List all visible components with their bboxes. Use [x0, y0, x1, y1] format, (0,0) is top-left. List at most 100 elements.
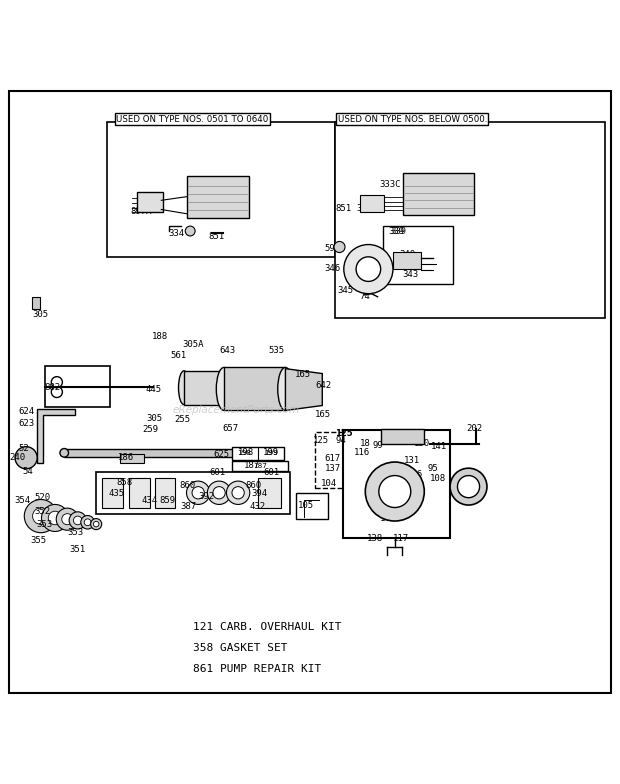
Circle shape	[226, 481, 250, 504]
Text: 202: 202	[467, 424, 483, 433]
Text: 130: 130	[414, 439, 430, 448]
Text: 98: 98	[385, 436, 396, 445]
Circle shape	[15, 447, 37, 469]
Text: 535: 535	[268, 346, 285, 354]
Text: 163: 163	[461, 482, 477, 491]
Circle shape	[51, 376, 63, 388]
Text: 601: 601	[210, 468, 226, 477]
Bar	[258, 478, 281, 507]
Text: USED ON TYPE NOS. 0501 TO 0640: USED ON TYPE NOS. 0501 TO 0640	[117, 114, 268, 124]
Text: 860: 860	[246, 481, 262, 490]
Circle shape	[60, 448, 69, 457]
Text: 851: 851	[336, 205, 352, 213]
Text: 392: 392	[199, 492, 215, 501]
Circle shape	[344, 245, 393, 294]
Text: 198: 198	[237, 451, 250, 456]
Text: 108: 108	[430, 474, 446, 483]
Circle shape	[187, 481, 210, 504]
Text: 117: 117	[393, 535, 409, 543]
Circle shape	[51, 387, 63, 397]
Circle shape	[73, 516, 82, 524]
Text: 334: 334	[356, 205, 372, 213]
Text: 136: 136	[385, 499, 401, 508]
Text: 860: 860	[179, 481, 195, 490]
Text: 137: 137	[325, 464, 341, 474]
Text: 355: 355	[30, 535, 46, 545]
Text: 54: 54	[22, 467, 33, 477]
Text: 255: 255	[174, 416, 190, 424]
Circle shape	[334, 241, 345, 252]
Text: 125: 125	[335, 429, 352, 437]
Bar	[335, 122, 605, 318]
Circle shape	[232, 487, 244, 499]
Text: 387: 387	[180, 502, 197, 511]
Bar	[120, 454, 144, 463]
Circle shape	[207, 481, 231, 504]
Bar	[404, 173, 474, 215]
Text: 259: 259	[142, 425, 158, 434]
Circle shape	[84, 519, 91, 525]
Bar	[107, 122, 335, 257]
Text: 187: 187	[244, 461, 260, 470]
Text: USED ON TYPE NOS. BELOW 0500.: USED ON TYPE NOS. BELOW 0500.	[338, 114, 487, 124]
Text: 657: 657	[222, 424, 238, 433]
Text: 199: 199	[264, 448, 280, 457]
Text: 99: 99	[373, 441, 383, 450]
Circle shape	[48, 511, 62, 524]
Bar	[187, 176, 249, 218]
Bar	[383, 226, 453, 285]
Bar	[343, 430, 450, 538]
Circle shape	[458, 476, 480, 498]
Text: 121 CARB. OVERHAUL KIT: 121 CARB. OVERHAUL KIT	[193, 622, 342, 632]
Text: 617: 617	[325, 455, 341, 463]
Text: 165: 165	[315, 409, 331, 419]
Bar	[381, 429, 423, 445]
Circle shape	[94, 521, 99, 527]
Circle shape	[62, 514, 73, 524]
Polygon shape	[37, 409, 75, 463]
Text: 354: 354	[14, 496, 30, 505]
Bar	[232, 462, 288, 471]
Ellipse shape	[278, 368, 293, 411]
Text: 199: 199	[264, 451, 278, 456]
Text: 94: 94	[336, 436, 347, 445]
Text: 345: 345	[338, 286, 354, 295]
Text: 334: 334	[168, 229, 184, 238]
Text: 353: 353	[37, 520, 53, 528]
Text: 445: 445	[145, 385, 161, 394]
Text: 165: 165	[294, 370, 311, 379]
Text: 358 GASKET SET: 358 GASKET SET	[193, 643, 288, 652]
Text: 187: 187	[254, 463, 267, 470]
Circle shape	[91, 518, 102, 530]
Polygon shape	[285, 368, 322, 411]
Bar	[296, 493, 329, 519]
Text: 858: 858	[117, 477, 133, 487]
Text: 116: 116	[354, 448, 370, 457]
Text: 186: 186	[118, 453, 134, 463]
Polygon shape	[64, 448, 261, 457]
Circle shape	[213, 487, 225, 499]
Text: 138: 138	[366, 535, 383, 543]
Text: 520: 520	[35, 493, 51, 503]
Text: 305: 305	[32, 310, 48, 319]
Text: 625: 625	[213, 450, 229, 459]
Text: 642: 642	[315, 381, 331, 390]
Text: 643: 643	[219, 346, 235, 354]
Text: 351: 351	[70, 546, 86, 554]
Text: 339: 339	[390, 227, 406, 235]
Circle shape	[379, 476, 411, 507]
Text: 95: 95	[428, 464, 439, 474]
Text: 333C: 333C	[379, 180, 401, 190]
Circle shape	[450, 468, 487, 505]
Bar	[393, 252, 420, 269]
Text: 624: 624	[18, 407, 34, 416]
Circle shape	[33, 508, 49, 524]
Text: 340: 340	[399, 250, 415, 260]
Text: 623: 623	[18, 419, 34, 428]
Circle shape	[192, 487, 205, 499]
Text: 188: 188	[151, 332, 167, 340]
Circle shape	[185, 226, 195, 236]
Circle shape	[81, 516, 94, 529]
Bar	[32, 297, 40, 309]
Text: 861 PUMP REPAIR KIT: 861 PUMP REPAIR KIT	[193, 663, 322, 673]
